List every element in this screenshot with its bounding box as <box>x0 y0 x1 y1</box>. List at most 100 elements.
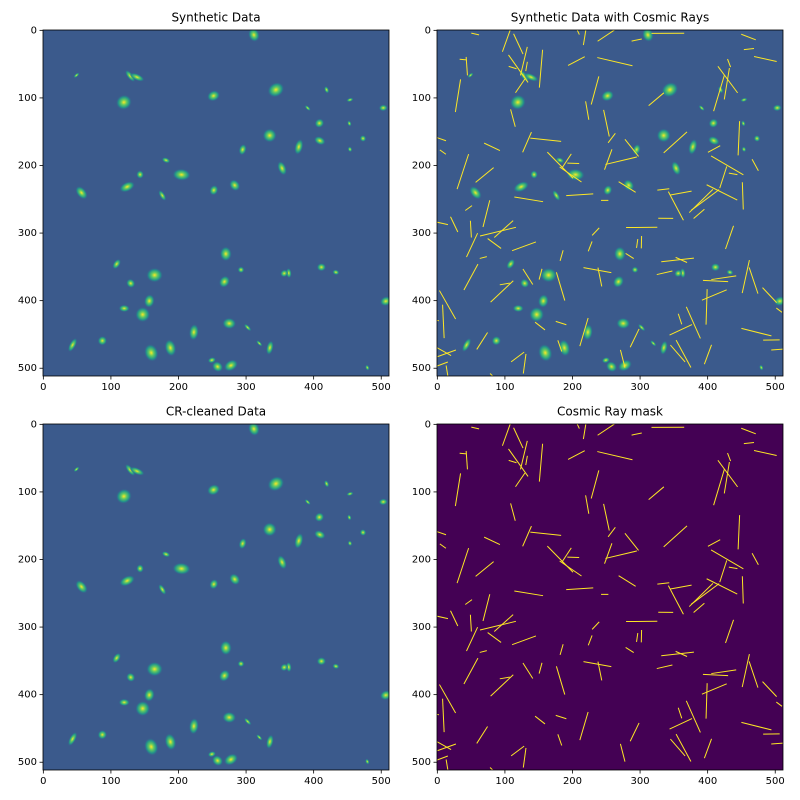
galaxy <box>248 30 260 42</box>
image-background <box>43 424 389 770</box>
galaxy <box>143 688 155 702</box>
galaxy <box>161 157 171 164</box>
x-tick-label: 0 <box>434 776 440 787</box>
y-tick-label: 300 <box>18 622 37 633</box>
axes-frame <box>42 423 390 771</box>
cosmic-ray <box>513 33 524 55</box>
cosmic-ray <box>511 241 537 252</box>
cosmic-ray <box>493 614 514 632</box>
galaxy <box>223 753 239 766</box>
cosmic-ray <box>618 181 636 193</box>
cosmic-ray <box>487 632 502 643</box>
galaxy <box>243 717 252 726</box>
cosmic-ray <box>483 536 501 546</box>
cosmic-ray <box>437 319 439 322</box>
cosmic-ray <box>522 131 532 153</box>
cosmic-ray <box>466 232 479 258</box>
galaxy <box>158 583 167 595</box>
galaxy <box>316 263 327 272</box>
cosmic-ray <box>625 646 634 653</box>
cosmic-ray <box>590 470 600 499</box>
cosmic-ray <box>723 67 730 100</box>
cosmic-ray <box>557 340 563 352</box>
cosmic-ray <box>469 220 472 238</box>
galaxy <box>332 663 340 670</box>
x-tick-label: 200 <box>563 776 582 787</box>
cosmic-ray <box>519 440 528 470</box>
cosmic-ray <box>463 263 479 291</box>
image-background <box>43 30 389 376</box>
x-tick-label: 0 <box>434 382 440 393</box>
cosmic-ray <box>493 220 514 238</box>
galaxy <box>277 161 287 176</box>
x-tick-label: 200 <box>563 382 582 393</box>
cosmic-ray <box>690 583 720 605</box>
galaxy <box>129 466 145 476</box>
galaxy <box>115 94 132 111</box>
cosmic-ray <box>748 661 759 688</box>
galaxy <box>603 185 613 196</box>
galaxy <box>126 278 136 289</box>
cosmic-ray <box>741 721 772 731</box>
cosmic-ray <box>669 718 693 730</box>
galaxy <box>229 573 241 586</box>
galaxy <box>613 246 626 262</box>
cosmic-ray <box>530 531 562 536</box>
chart-title: Cosmic Ray mask <box>557 405 663 419</box>
cosmic-ray <box>534 321 546 331</box>
cosmic-ray <box>510 745 525 757</box>
galaxy <box>112 652 122 664</box>
cosmic-ray <box>513 427 524 449</box>
cosmic-ray <box>603 109 610 137</box>
cosmic-ray <box>483 142 501 152</box>
cosmic-ray <box>741 260 750 294</box>
galaxy <box>136 564 144 573</box>
cosmic-ray <box>690 189 720 211</box>
x-tick-label: 300 <box>237 776 256 787</box>
cosmic-ray <box>710 155 744 176</box>
y-tick-label: 100 <box>412 93 431 104</box>
cosmic-ray <box>675 650 688 657</box>
galaxy <box>520 278 530 289</box>
cosmic-ray <box>437 741 452 750</box>
cosmic-ray <box>707 145 721 153</box>
y-tick-label: 100 <box>18 93 37 104</box>
y-tick-label: 200 <box>18 160 37 171</box>
cosmic-ray <box>597 30 616 42</box>
cosmic-ray <box>762 681 777 697</box>
galaxy <box>119 181 135 193</box>
cosmic-ray <box>561 153 572 169</box>
cosmic-ray <box>437 713 439 716</box>
galaxy <box>172 562 191 575</box>
galaxy <box>223 359 239 372</box>
cosmic-ray <box>583 661 612 668</box>
cosmic-ray <box>624 532 639 551</box>
galaxy <box>73 466 80 472</box>
y-tick-label: 200 <box>18 554 37 565</box>
galaxy <box>324 86 330 94</box>
galaxy <box>136 170 144 179</box>
cosmic-ray <box>439 149 447 155</box>
galaxy <box>209 185 219 196</box>
cosmic-ray <box>522 662 534 679</box>
cosmic-ray <box>656 664 673 670</box>
cosmic-ray <box>685 306 701 339</box>
galaxy <box>642 30 654 42</box>
cosmic-ray <box>743 442 755 445</box>
galaxy <box>537 294 549 308</box>
galaxy <box>143 737 159 756</box>
galaxy <box>555 157 565 164</box>
cosmic-ray <box>490 280 514 303</box>
cosmic-ray <box>701 289 727 301</box>
cosmic-ray <box>585 101 590 120</box>
cosmic-ray <box>471 426 480 430</box>
cosmic-ray <box>727 58 732 68</box>
cosmic-ray <box>510 109 516 127</box>
chart-title: Synthetic Data with Cosmic Rays <box>511 11 709 25</box>
image-background <box>437 30 783 376</box>
cosmic-ray <box>710 549 744 570</box>
cosmic-ray <box>514 590 544 597</box>
cosmic-ray <box>607 132 616 144</box>
cosmic-ray <box>525 455 528 466</box>
galaxy <box>135 700 151 717</box>
